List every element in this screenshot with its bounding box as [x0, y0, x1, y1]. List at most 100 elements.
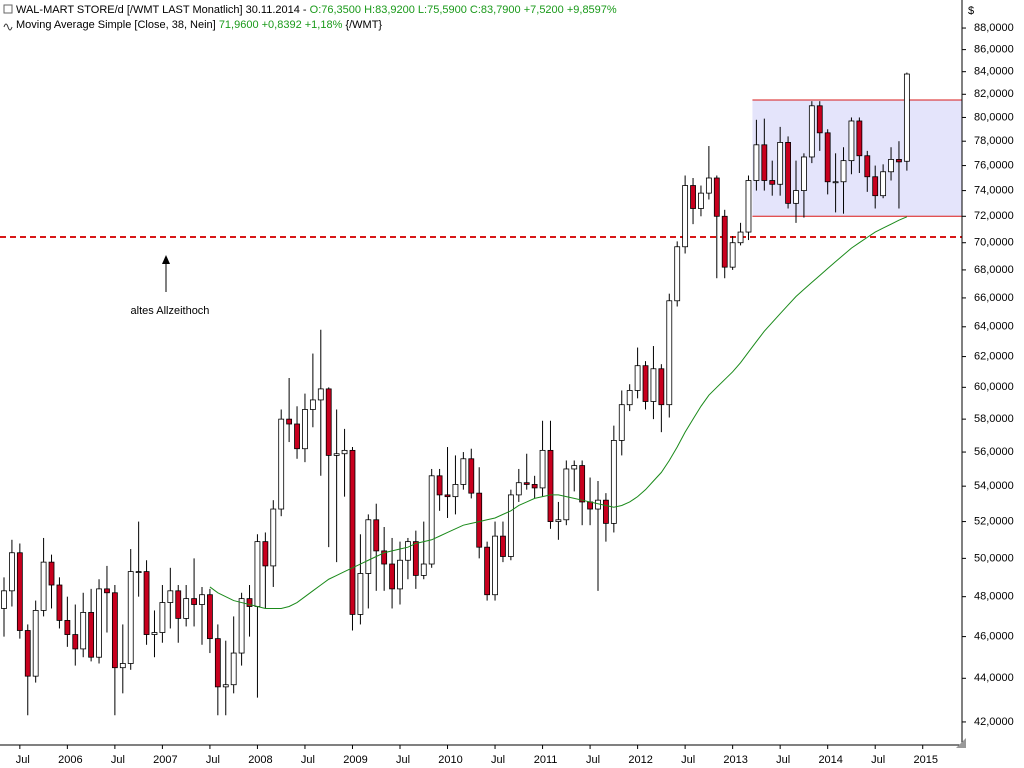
candle-body: [523, 482, 530, 485]
candle-body: [840, 160, 847, 183]
candle-body: [381, 550, 388, 565]
y-tick-label: 44,0000: [974, 672, 1014, 684]
candle-body: [40, 561, 47, 611]
candle-body: [420, 563, 427, 576]
candle-body: [571, 465, 578, 470]
candle-body: [777, 142, 784, 185]
candle-body: [690, 185, 696, 209]
candle-body: [302, 409, 308, 450]
candle-body: [16, 552, 23, 631]
candle-body: [507, 494, 514, 557]
candle-body: [119, 663, 126, 669]
candle-body: [254, 541, 261, 607]
y-tick-label: 80,0000: [974, 111, 1014, 123]
candle-body: [270, 508, 277, 567]
candle-body: [278, 418, 285, 510]
x-tick-label: 2014: [818, 754, 842, 766]
candle-body: [769, 180, 776, 185]
candle-body: [587, 501, 593, 510]
candle-body: [563, 468, 570, 521]
candle-body: [705, 177, 712, 194]
candle-body: [143, 571, 150, 635]
candle-body: [737, 231, 744, 244]
y-tick-label: 74,0000: [974, 184, 1014, 196]
x-tick-label: 2006: [58, 754, 82, 766]
header-line: WAL-MART STORE/d [/WMT LAST Monatlich] 3…: [16, 4, 617, 16]
candle-body: [500, 535, 506, 557]
x-tick-label: Jul: [681, 754, 695, 766]
candle-body: [222, 684, 229, 688]
candle-body: [111, 592, 118, 669]
candle-body: [357, 573, 364, 615]
y-tick-label: 68,0000: [974, 264, 1014, 276]
y-tick-label: 46,0000: [974, 630, 1014, 642]
candle-body: [175, 590, 182, 619]
x-tick-label: 2012: [628, 754, 652, 766]
candle-body: [682, 185, 689, 248]
candle-body: [729, 242, 736, 268]
candle-body: [793, 190, 799, 204]
candle-body: [658, 368, 665, 406]
candle-body: [666, 300, 673, 406]
candle-body: [872, 176, 879, 197]
candle-body: [880, 171, 887, 197]
y-tick-label: 64,0000: [974, 321, 1014, 333]
y-tick-label: 70,0000: [974, 237, 1014, 249]
candle-body: [127, 571, 134, 664]
candle-body: [32, 610, 39, 677]
candle-body: [214, 638, 221, 688]
candle-body: [436, 475, 443, 496]
candle-body: [808, 105, 815, 158]
candle-body: [452, 484, 459, 498]
candle-body: [397, 559, 403, 590]
candle-body: [761, 144, 768, 181]
candle-body: [286, 418, 293, 425]
candle-body: [24, 630, 31, 677]
y-unit: $: [968, 5, 974, 17]
candle-body: [325, 388, 332, 456]
candle-body: [64, 620, 71, 635]
candle-body: [832, 181, 839, 184]
candle-body: [262, 541, 269, 567]
candle-body: [555, 519, 562, 522]
x-tick-label: 2015: [913, 754, 937, 766]
candle-body: [618, 404, 625, 441]
candle-body: [816, 105, 823, 134]
candle-body: [476, 492, 483, 548]
candle-body: [801, 156, 807, 191]
moving-average-line: [209, 216, 908, 609]
candle-body: [341, 449, 348, 455]
candle-body: [159, 602, 166, 633]
x-tick-label: 2010: [438, 754, 462, 766]
y-tick-label: 50,0000: [974, 552, 1014, 564]
y-tick-label: 52,0000: [974, 515, 1014, 527]
y-tick-label: 84,0000: [974, 66, 1014, 78]
candle-body: [151, 632, 158, 635]
candle-body: [579, 465, 586, 503]
y-tick-label: 76,0000: [974, 159, 1014, 171]
candle-body: [698, 192, 704, 209]
candle-body: [230, 652, 237, 686]
candle-body: [9, 552, 15, 592]
candle-body: [72, 634, 79, 650]
candle-body: [864, 155, 871, 178]
x-tick-label: Jul: [586, 754, 600, 766]
candle-body: [888, 159, 894, 173]
candle-body: [539, 449, 546, 489]
candle-body: [903, 73, 910, 162]
chart-title: WAL-MART STORE/d [/WMT LAST Monatlich] 3…: [16, 4, 307, 16]
candle-body: [88, 612, 95, 658]
candle-body: [896, 159, 902, 163]
candle-body: [333, 453, 340, 456]
y-tick-label: 54,0000: [974, 480, 1014, 492]
candle-body: [460, 458, 467, 485]
candle-body: [428, 475, 435, 565]
candle-body: [238, 598, 245, 654]
candle-body: [309, 399, 316, 410]
indicator-quote: 71,9600 +0,8392 +1,18%: [219, 19, 343, 31]
candle-body: [317, 388, 324, 401]
candle-body: [246, 598, 253, 607]
candle-body: [104, 588, 110, 594]
x-tick-label: 2008: [248, 754, 272, 766]
candle-body: [444, 494, 451, 498]
